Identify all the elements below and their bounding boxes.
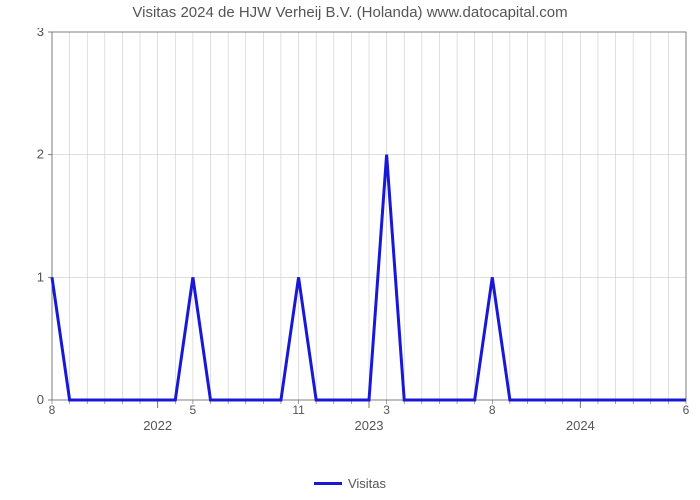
svg-text:2: 2 xyxy=(37,147,44,162)
svg-text:2024: 2024 xyxy=(566,418,595,433)
chart-title: Visitas 2024 de HJW Verheij B.V. (Holand… xyxy=(0,4,700,21)
legend-swatch xyxy=(314,482,342,485)
svg-text:5: 5 xyxy=(190,403,197,417)
svg-text:0: 0 xyxy=(37,392,44,407)
svg-text:3: 3 xyxy=(37,28,44,39)
svg-text:2023: 2023 xyxy=(355,418,384,433)
svg-text:11: 11 xyxy=(292,403,305,417)
svg-text:8: 8 xyxy=(489,403,496,417)
svg-text:6: 6 xyxy=(683,403,690,417)
svg-text:8: 8 xyxy=(49,403,56,417)
svg-text:2022: 2022 xyxy=(143,418,172,433)
legend-label: Visitas xyxy=(348,476,386,491)
svg-text:1: 1 xyxy=(37,269,44,284)
chart-plot: 0 1 2 3 8 5 11 3 8 6 2022 2023 2024 xyxy=(30,28,690,438)
chart-container: Visitas 2024 de HJW Verheij B.V. (Holand… xyxy=(0,0,700,500)
svg-text:3: 3 xyxy=(383,403,390,417)
chart-legend: Visitas xyxy=(0,476,700,491)
